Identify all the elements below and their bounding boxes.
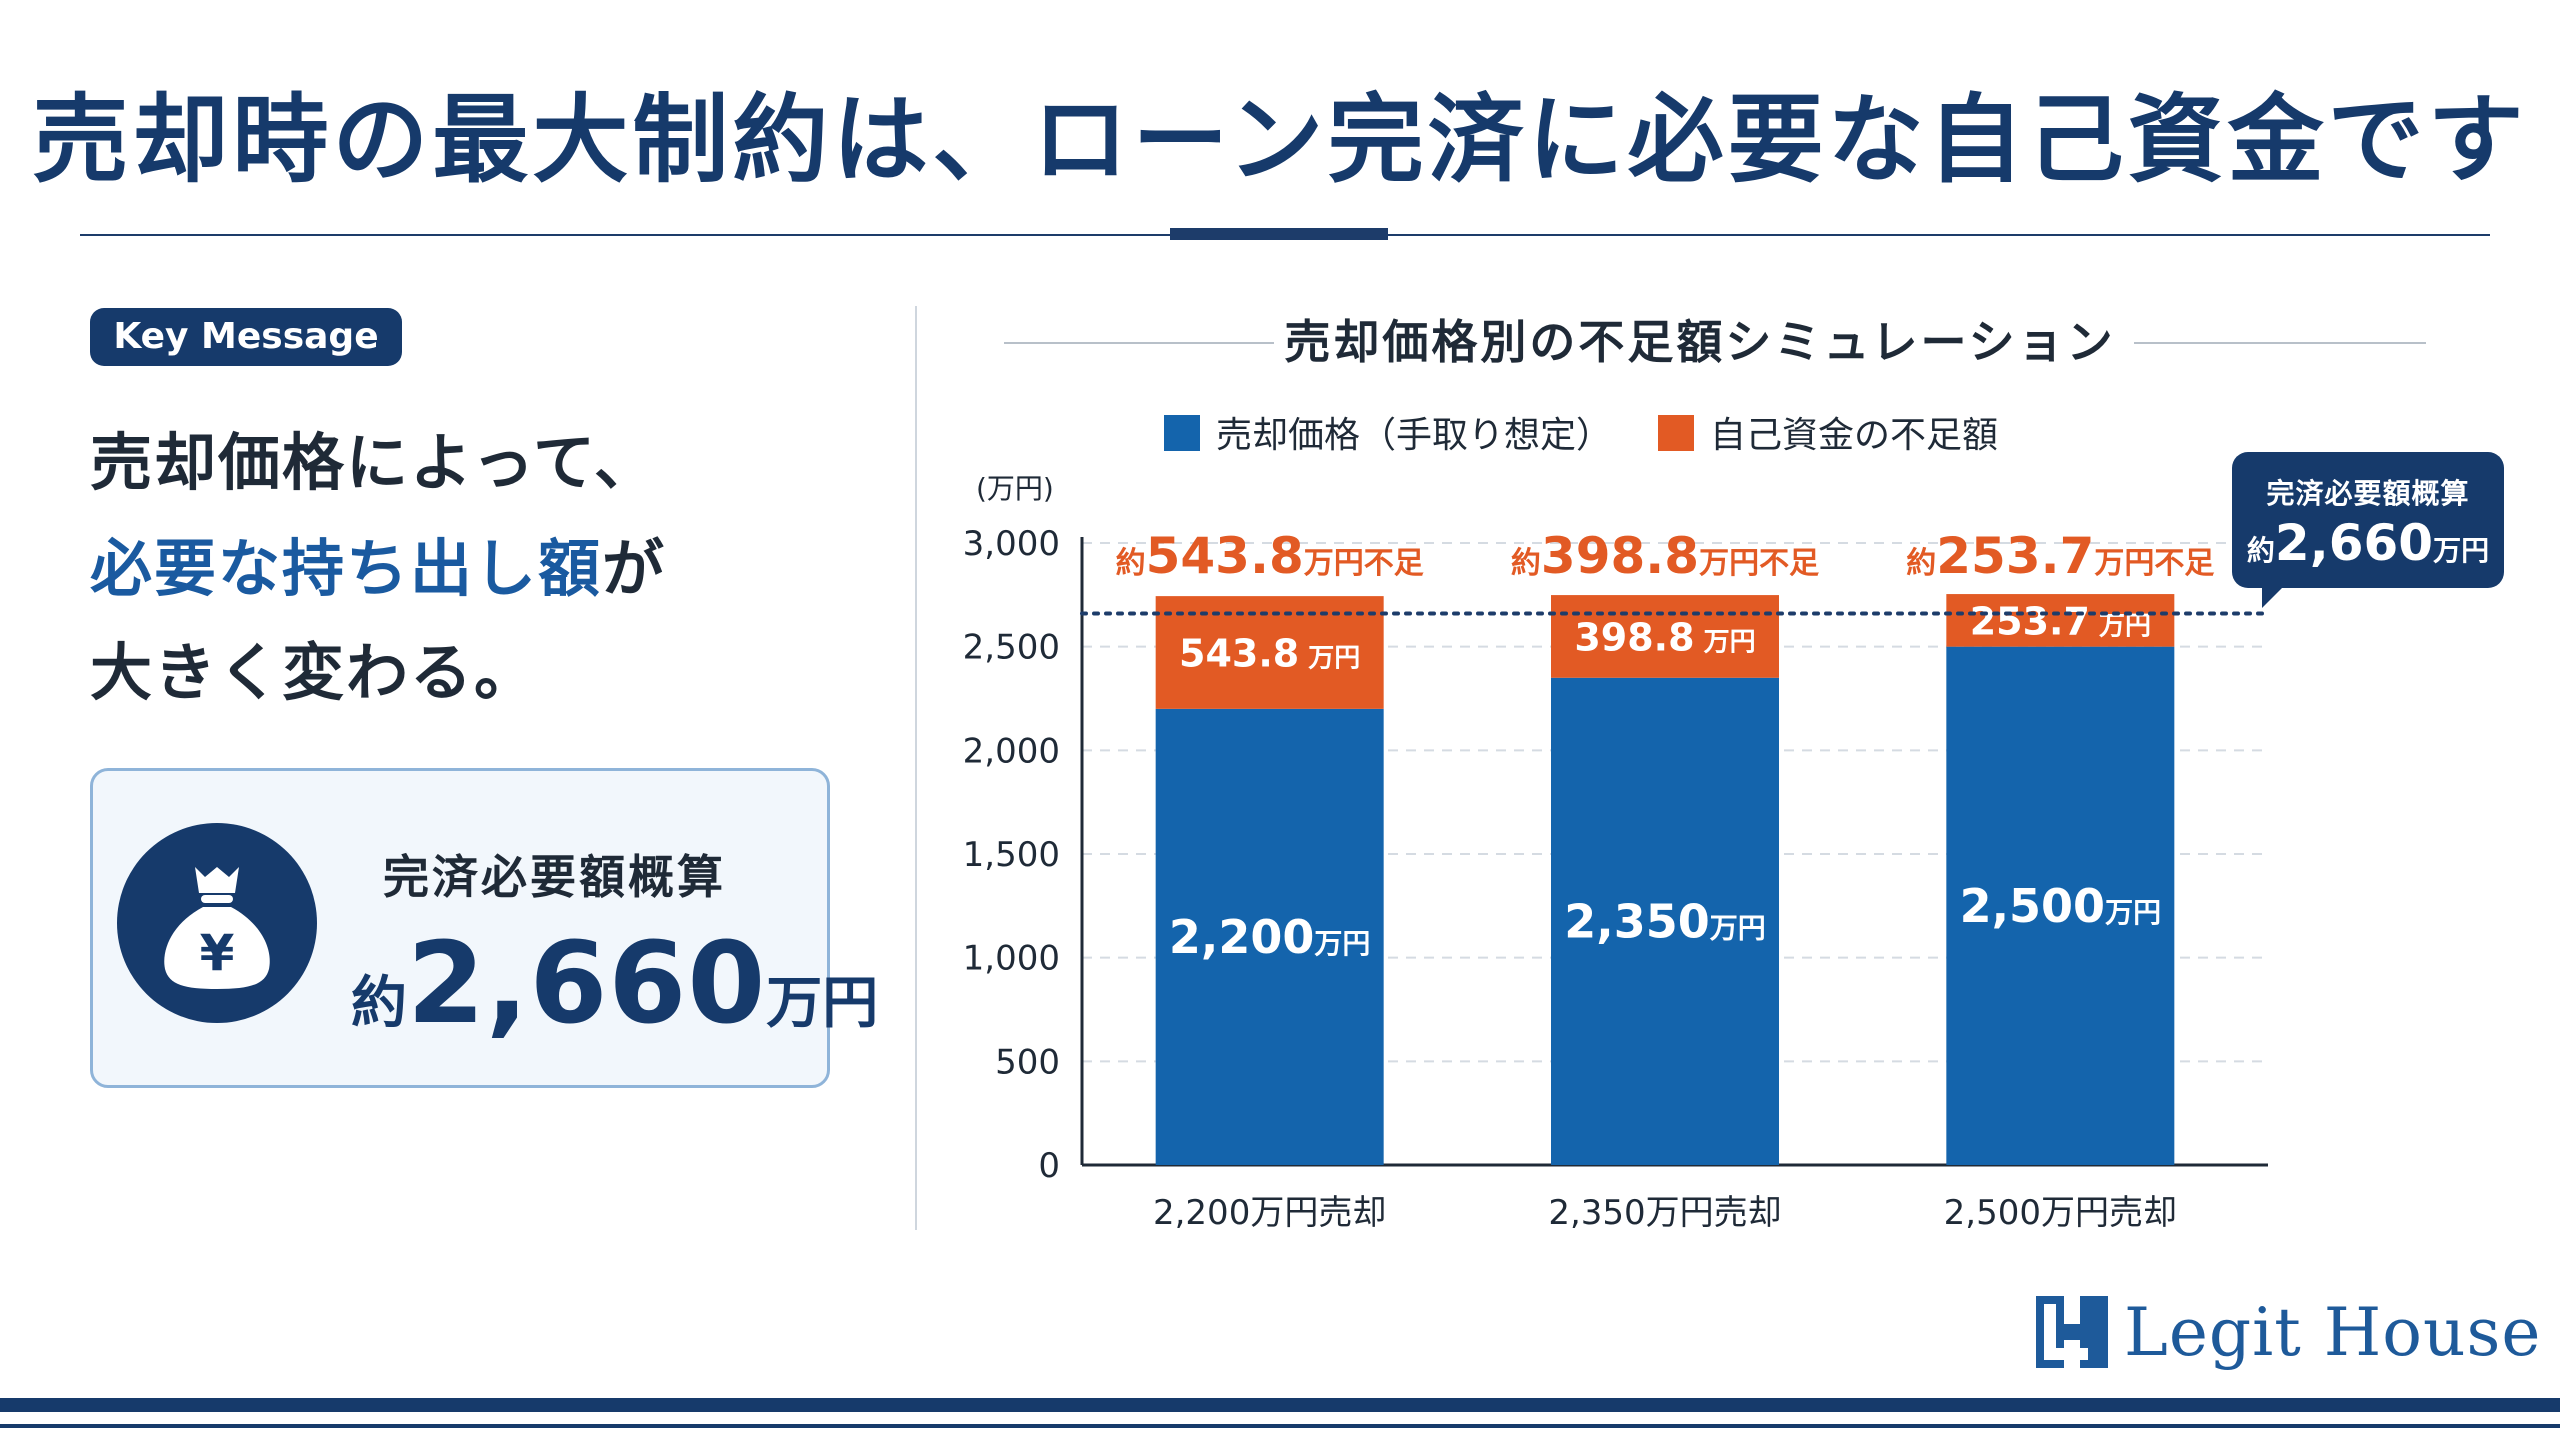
- y-tick-label: 500: [995, 1042, 1060, 1082]
- chart-title-rule-right: [2134, 342, 2426, 344]
- callout-prefix: 約: [2246, 534, 2275, 567]
- bar-sale-price: [1946, 646, 2175, 1165]
- footer-bar-thin: [0, 1424, 2560, 1428]
- y-tick-label: 0: [1038, 1146, 1060, 1186]
- logo-text: Legit House: [2124, 1294, 2542, 1371]
- bar-shortfall-label: 398.8 万円: [1574, 615, 1755, 659]
- legit-house-logo: Legit House: [2034, 1294, 2540, 1371]
- callout-value: 約2,660万円: [2232, 514, 2504, 572]
- x-category-label: 2,500万円売却: [1944, 1193, 2177, 1233]
- bar-sale-price-label: 2,350万円: [1564, 894, 1766, 948]
- shortfall-top-label: 約398.8万円不足: [1511, 527, 1819, 585]
- bar-sale-price: [1155, 708, 1384, 1165]
- money-bag-yen-icon: ¥: [117, 823, 317, 1023]
- chart-title-rule-left: [1004, 342, 1274, 344]
- summary-label: 完済必要額概算: [383, 850, 726, 904]
- legend-label-shortfall: 自己資金の不足額: [1710, 415, 1999, 456]
- panel-divider: [915, 306, 917, 1230]
- legend-item-shortfall: 自己資金の不足額: [1658, 406, 1998, 456]
- summary-number: 2,660: [407, 919, 767, 1049]
- legend-label-sale-price: 売却価格（手取り想定）: [1216, 415, 1613, 456]
- bar-sale-price: [1551, 677, 1779, 1165]
- legit-house-logo-icon: [2036, 1296, 2108, 1368]
- x-category-label: 2,200万円売却: [1153, 1193, 1386, 1233]
- y-tick-label: 2,500: [963, 628, 1060, 668]
- bar-shortfall: [1551, 595, 1779, 678]
- y-tick-label: 1,500: [963, 835, 1060, 875]
- key-message-line-2: 必要な持ち出し額が: [90, 518, 666, 608]
- summary-unit: 万円: [766, 971, 879, 1036]
- svg-text:¥: ¥: [200, 924, 235, 982]
- bar-shortfall: [1946, 594, 2175, 647]
- key-message-badge: Key Message: [90, 308, 402, 366]
- key-message-line-3: 大きく変わる。: [90, 636, 539, 709]
- footer-bar: [0, 1398, 2560, 1412]
- bar-sale-price-label: 2,200万円: [1169, 910, 1371, 964]
- y-tick-label: 1,000: [963, 939, 1060, 979]
- bar-shortfall-label: 253.7 万円: [1970, 599, 2151, 643]
- bar-shortfall-label: 543.8 万円: [1179, 631, 1360, 675]
- key-message-highlight: 必要な持ち出し額: [90, 532, 603, 605]
- title-accent-bar: [1170, 228, 1388, 240]
- callout-number: 2,660: [2274, 514, 2434, 572]
- summary-value: 約2,660万円: [351, 919, 878, 1049]
- payoff-summary-box: ¥ 完済必要額概算 約2,660万円: [90, 768, 878, 1088]
- x-category-label: 2,350万円売却: [1548, 1193, 1781, 1233]
- bar-sale-price-label: 2,500万円: [1960, 879, 2162, 933]
- summary-prefix: 約: [351, 971, 407, 1036]
- y-axis-unit-label: (万円): [976, 472, 1054, 505]
- callout-label: 完済必要額概算: [2266, 477, 2470, 510]
- key-message-line-1: 売却価格によって、: [90, 426, 658, 499]
- slide-title: 売却時の最大制約は、ローン完済に必要な自己資金です: [32, 84, 2528, 196]
- callout-unit: 万円: [2433, 534, 2490, 567]
- y-tick-label: 2,000: [963, 731, 1060, 771]
- y-tick-label: 3,000: [963, 524, 1060, 564]
- payoff-callout: 完済必要額概算 約2,660万円: [2232, 452, 2504, 588]
- shortfall-top-label: 約543.8万円不足: [1116, 527, 1424, 585]
- key-message-line-2-tail: が: [602, 532, 667, 605]
- shortfall-top-label: 約253.7万円不足: [1906, 527, 2214, 585]
- callout-pointer: [2262, 586, 2284, 608]
- chart-title: 売却価格別の不足額シミュレーション: [1284, 315, 2116, 369]
- legend-swatch-blue: [1164, 415, 1200, 451]
- legend-item-sale-price: 売却価格（手取り想定）: [1164, 406, 1612, 456]
- legend-swatch-orange: [1658, 415, 1694, 451]
